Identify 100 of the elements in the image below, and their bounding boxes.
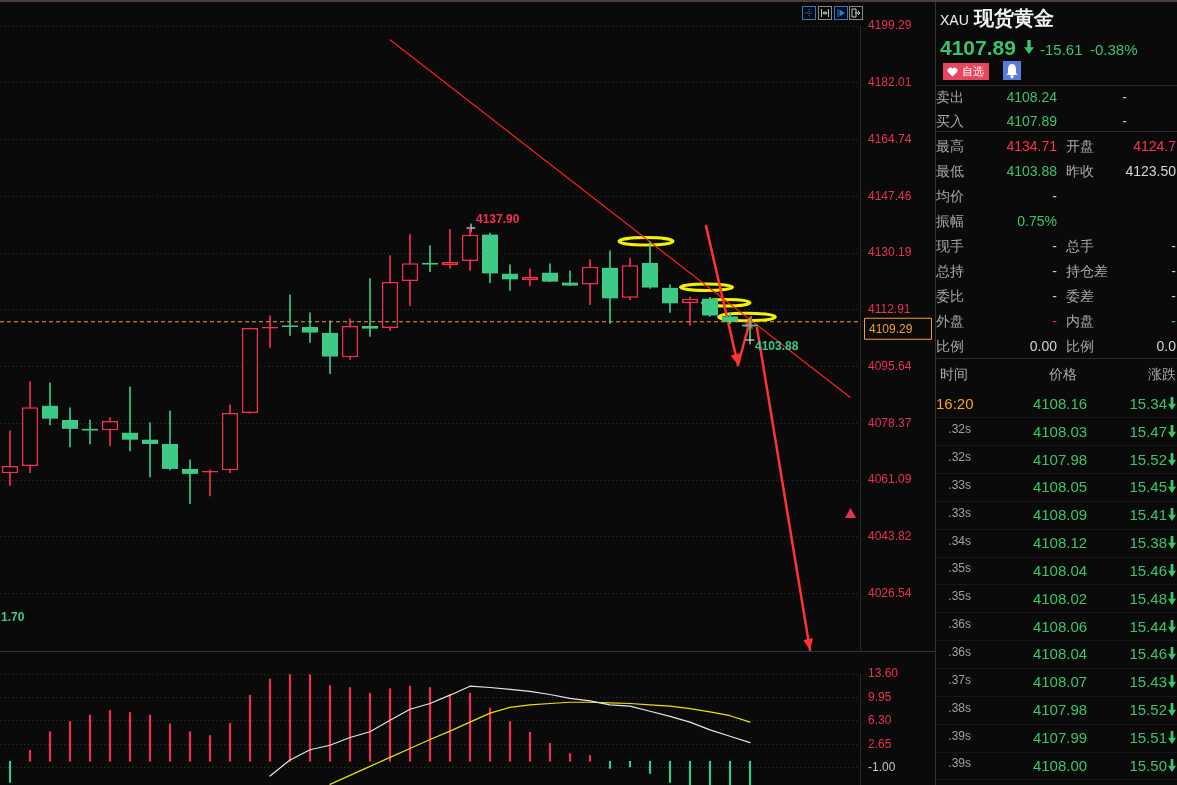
bar	[308, 674, 312, 762]
y-tick-label: 4112.91	[868, 302, 911, 317]
text: 4124.7	[1133, 137, 1176, 155]
candlestick	[442, 229, 458, 269]
bar	[168, 723, 172, 762]
text: -	[1171, 237, 1176, 255]
text: 15.48	[1129, 588, 1167, 608]
text: -	[1171, 287, 1176, 305]
y-tick-label: 4147.46	[868, 188, 912, 203]
candlestick	[142, 422, 158, 478]
text: 15.34	[1129, 393, 1167, 413]
bar	[468, 692, 472, 762]
text: 振幅	[936, 212, 964, 230]
text: 现手	[936, 237, 964, 255]
text: 4103.88	[1006, 162, 1057, 180]
bar	[268, 678, 272, 762]
text: -	[1122, 88, 1127, 106]
text: .32s	[948, 449, 971, 465]
text: 4107.98	[1032, 449, 1088, 469]
text: .35s	[948, 560, 971, 577]
text: 15.50	[1129, 755, 1167, 775]
text: .37s	[948, 671, 971, 688]
text: 总持	[936, 262, 964, 280]
text: -	[1171, 312, 1176, 330]
text: 内盘	[1066, 312, 1094, 330]
text: 4107.99	[1032, 728, 1088, 747]
y-tick-label: -1.00	[868, 759, 896, 774]
candlestick	[182, 459, 198, 505]
text: .36s	[948, 643, 971, 660]
bar	[188, 731, 192, 762]
y-tick-label: 13.60	[868, 666, 899, 681]
bar	[28, 750, 32, 762]
y-tick-label: 4095.64	[868, 358, 912, 373]
text: 15.46	[1129, 560, 1167, 580]
text: 价格	[1049, 365, 1077, 383]
text: 均价	[936, 187, 964, 205]
bar	[728, 760, 732, 785]
text: 15.52	[1129, 700, 1167, 720]
bar	[488, 707, 492, 762]
text: XAU 现货黄金	[940, 6, 1054, 31]
text: -	[1052, 287, 1057, 305]
text: -	[1122, 112, 1127, 130]
text: .34s	[948, 532, 971, 549]
text: 最高	[936, 137, 964, 155]
text: 开盘	[1066, 137, 1094, 155]
candlestick	[302, 312, 318, 343]
bar	[148, 714, 152, 762]
candlestick	[2, 430, 18, 487]
bar	[648, 760, 652, 774]
text: -	[1052, 237, 1057, 255]
text: 比例	[936, 337, 964, 355]
y-tick-label: 4199.29	[868, 18, 912, 33]
text: 4108.04	[1032, 644, 1088, 664]
bar	[708, 760, 712, 785]
text: 涨跌	[1148, 365, 1176, 383]
text: 4108.24	[1006, 88, 1057, 106]
text: .33s	[948, 476, 971, 493]
text: 4134.71	[1006, 137, 1057, 155]
text: .32s	[948, 421, 971, 438]
text: .33s	[948, 504, 971, 521]
bar	[348, 687, 352, 762]
bar	[48, 731, 52, 762]
text: .39s	[948, 727, 971, 744]
text: 委比	[936, 287, 964, 305]
y-tick-label: 4043.82	[868, 529, 912, 544]
bar	[588, 755, 592, 762]
bar	[748, 760, 752, 785]
y-tick-label: 4164.74	[868, 131, 912, 146]
bar	[688, 760, 692, 785]
annotation: 1.70	[1, 610, 25, 625]
annotation: 4137.90	[476, 212, 520, 227]
text: .38s	[948, 699, 971, 716]
text: 4108.02	[1032, 588, 1088, 608]
candlestick	[422, 245, 438, 273]
text: 4107.89	[940, 34, 1016, 60]
bar	[68, 721, 72, 762]
text: 4108.09	[1032, 505, 1088, 525]
text: 15.47	[1129, 421, 1167, 441]
candlestick	[362, 278, 378, 337]
text: 4107.89	[1006, 112, 1057, 130]
text: -	[1052, 262, 1057, 280]
text: -	[1171, 262, 1176, 280]
bar	[208, 735, 212, 762]
y-tick-label: 4026.54	[868, 585, 912, 600]
favorite-button: 自选	[943, 63, 989, 80]
y-tick-label: 4078.37	[868, 415, 912, 430]
text: 持仓差	[1066, 262, 1108, 280]
bar	[668, 760, 672, 783]
text: 4108.07	[1032, 672, 1088, 692]
text: 外盘	[936, 312, 964, 330]
text: 4108.16	[1032, 393, 1088, 413]
bar	[388, 688, 392, 762]
text: 4108.03	[1032, 421, 1088, 441]
text: -	[1052, 187, 1057, 205]
text: .36s	[948, 616, 971, 633]
text: .39s	[948, 755, 971, 772]
candlestick	[122, 386, 138, 452]
candlestick	[562, 270, 578, 286]
bar	[508, 721, 512, 762]
text: 0.00	[1029, 337, 1057, 355]
